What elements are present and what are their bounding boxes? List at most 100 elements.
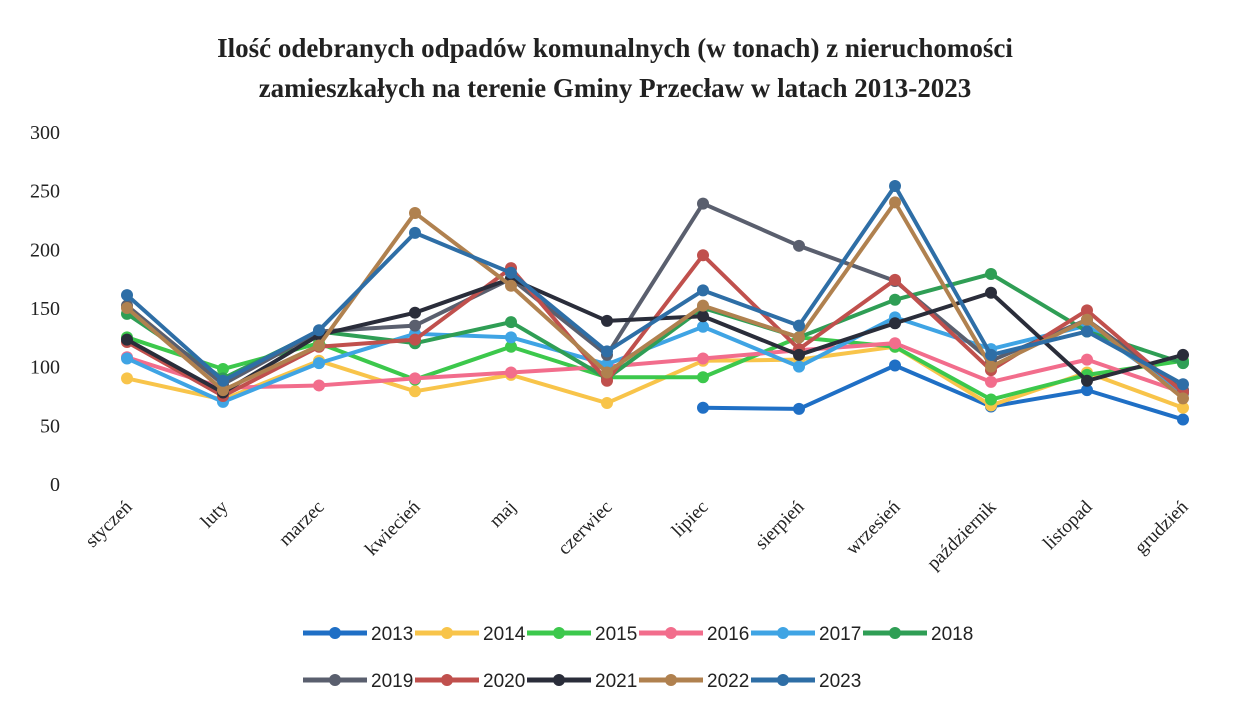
legend-marker [777, 627, 789, 639]
y-tick-label: 150 [30, 298, 60, 320]
data-point [121, 289, 133, 302]
data-point [793, 348, 805, 361]
x-tick-label: marzec [275, 497, 329, 551]
x-tick-label: luty [197, 496, 233, 532]
x-tick-label: lipiec [668, 497, 713, 542]
y-tick-label: 250 [30, 181, 60, 203]
legend-label: 2013 [371, 624, 413, 645]
data-point [409, 319, 421, 332]
legend-label: 2016 [707, 624, 749, 645]
data-point [793, 239, 805, 252]
x-tick-label: grudzień [1131, 496, 1193, 558]
data-point [889, 196, 901, 209]
data-point [313, 324, 325, 337]
data-point [697, 401, 709, 414]
data-point [409, 226, 421, 239]
y-tick-label: 0 [50, 474, 60, 496]
legend-marker [665, 674, 677, 686]
data-point [889, 359, 901, 372]
data-point [985, 348, 997, 361]
data-point [697, 249, 709, 262]
data-point [1081, 325, 1093, 338]
series-line [125, 183, 1184, 387]
data-point [409, 306, 421, 319]
x-tick-label: maj [486, 497, 521, 532]
legend-marker [889, 627, 901, 639]
data-point [121, 333, 133, 346]
legend-label: 2014 [483, 624, 526, 645]
data-point [409, 385, 421, 398]
legend-marker [329, 627, 341, 639]
data-point [985, 286, 997, 299]
data-point [601, 345, 613, 358]
data-point [505, 331, 517, 344]
legend-label: 2023 [819, 671, 861, 692]
y-tick-label: 50 [40, 415, 60, 437]
data-point [601, 314, 613, 327]
data-point [889, 179, 901, 192]
data-point [985, 393, 997, 406]
data-point [889, 273, 901, 286]
chart-title: zamieszkałych na terenie Gminy Przecław … [259, 73, 972, 103]
data-point [1081, 353, 1093, 366]
data-point [697, 310, 709, 323]
x-tick-label: sierpień [751, 496, 809, 554]
data-point [505, 316, 517, 329]
legend-label: 2020 [483, 671, 525, 692]
legend-marker [441, 674, 453, 686]
data-point [985, 360, 997, 373]
data-point [505, 279, 517, 292]
x-tick-label: styczeń [81, 496, 136, 551]
data-point [313, 339, 325, 352]
data-point [793, 360, 805, 373]
legend-marker [777, 674, 789, 686]
legend-label: 2017 [819, 624, 861, 645]
data-point [601, 374, 613, 387]
data-point [601, 397, 613, 410]
x-tick-label: wrzesień [842, 496, 905, 559]
data-point [217, 384, 229, 397]
data-point [889, 317, 901, 330]
data-point [697, 299, 709, 312]
data-point [121, 302, 133, 314]
legend-label: 2018 [931, 624, 973, 645]
data-point [889, 293, 901, 306]
y-tick-label: 200 [30, 239, 60, 261]
y-tick-label: 100 [30, 357, 60, 379]
data-point [505, 340, 517, 353]
data-point [505, 366, 517, 379]
data-point [697, 352, 709, 365]
chart-title: Ilość odebranych odpadów komunalnych (w … [217, 33, 1013, 63]
data-point [121, 372, 133, 385]
legend-marker [441, 627, 453, 639]
legend-label: 2022 [707, 671, 749, 692]
data-point [409, 206, 421, 219]
data-point [985, 375, 997, 388]
data-point [409, 333, 421, 346]
data-point [1177, 401, 1189, 414]
data-point [121, 352, 133, 365]
legend-label: 2019 [371, 671, 413, 692]
data-point [1081, 374, 1093, 387]
series-line [702, 363, 1184, 422]
y-tick-label: 300 [30, 122, 60, 144]
x-tick-label: październik [923, 496, 1001, 574]
x-tick-label: czerwiec [554, 497, 617, 560]
legend-marker [329, 674, 341, 686]
data-point [1177, 357, 1189, 370]
data-point [217, 374, 229, 387]
series [121, 196, 1189, 405]
data-point [697, 371, 709, 384]
data-point [505, 266, 517, 279]
data-point [217, 363, 229, 376]
data-point [793, 319, 805, 332]
series [121, 179, 1189, 391]
data-point [793, 402, 805, 415]
series-line [126, 344, 1184, 410]
legend-marker [553, 627, 565, 639]
data-point [1177, 392, 1189, 405]
legend-marker [553, 674, 565, 686]
data-point [601, 366, 613, 379]
data-point [313, 357, 325, 370]
